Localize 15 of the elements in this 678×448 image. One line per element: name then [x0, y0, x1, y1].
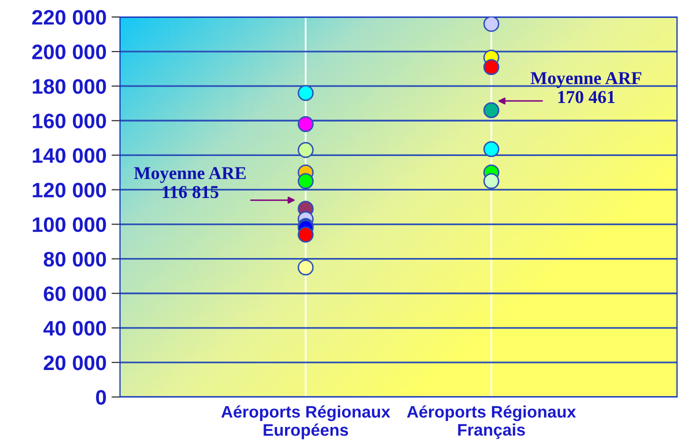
- y-tick-label: 20 000: [44, 355, 106, 370]
- annotation: Moyenne ARF 170 461: [530, 72, 642, 104]
- y-tick-label: 220 000: [32, 10, 106, 25]
- y-tick-label: 160 000: [32, 114, 106, 128]
- y-tick-label: 40 000: [43, 320, 106, 336]
- y-tick-label: 120 000: [32, 182, 106, 198]
- y-tick-label: 140 000: [32, 148, 106, 163]
- x-tick-label: Aéroports Régionaux Français: [407, 405, 576, 440]
- y-tick-label: 0: [96, 390, 106, 405]
- y-tick-label: 60 000: [44, 286, 106, 302]
- y-tick-label: 200 000: [32, 44, 106, 60]
- x-tick-label: Aéroports Régionaux Européens: [221, 405, 390, 440]
- y-tick-label: 80 000: [44, 252, 106, 267]
- y-tick-label: 180 000: [32, 79, 106, 94]
- y-tick-label: 100 000: [32, 217, 106, 232]
